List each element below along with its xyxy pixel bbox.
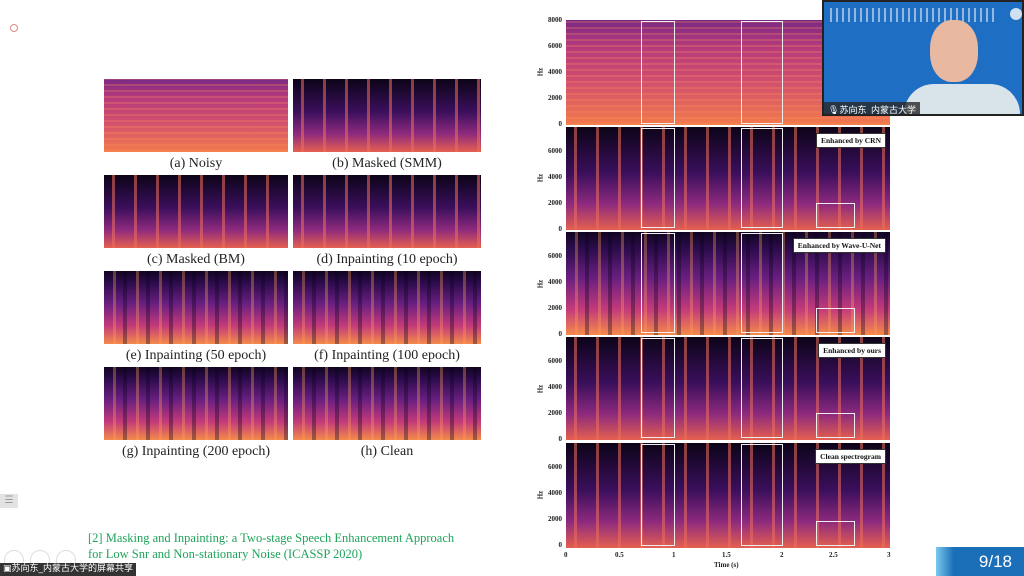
caption: (g) Inpainting (200 epoch) <box>121 444 271 459</box>
reference-line-1: [2] Masking and Inpainting: a Two-stage … <box>88 531 455 545</box>
y-tick: 4000 <box>548 489 562 497</box>
x-tick: 3 <box>887 551 891 559</box>
y-tick: 8000 <box>548 16 562 24</box>
reference-citation: [2] Masking and Inpainting: a Two-stage … <box>88 530 454 562</box>
y-tick: 2000 <box>548 199 562 207</box>
y-axis-label: Hz <box>536 67 545 77</box>
panel-label: Clean spectrogram <box>815 449 886 464</box>
top-left-indicator <box>10 24 18 32</box>
y-tick: 0 <box>558 225 563 233</box>
speaker-name-tag: 🎙苏向东_内蒙古大学 <box>824 102 920 116</box>
panel-label: Enhanced by CRN <box>815 133 886 148</box>
spectrogram-inpaint-100 <box>293 271 481 344</box>
panel-label: Enhanced by ours <box>818 343 886 358</box>
x-tick: 0.5 <box>615 551 624 559</box>
caption: (a) Noisy <box>169 156 223 171</box>
spectrogram-masked-bm <box>104 175 288 248</box>
y-axis-label: Hz <box>536 490 545 500</box>
y-tick: 4000 <box>548 278 562 286</box>
y-tick: 4000 <box>548 68 562 76</box>
spectrogram-masked-smm <box>293 79 481 152</box>
caption: (b) Masked (SMM) <box>332 156 442 171</box>
x-tick: 1.5 <box>722 551 731 559</box>
y-axis-label: Hz <box>536 279 545 289</box>
speaker-body <box>904 84 1020 114</box>
page-indicator: 9/18 <box>936 547 1024 576</box>
y-tick: 2000 <box>548 515 562 523</box>
caption: (e) Inpainting (50 epoch) <box>125 348 267 363</box>
y-tick: 4000 <box>548 383 562 391</box>
menu-button[interactable]: ☰ <box>0 494 18 508</box>
x-tick: 2.5 <box>829 551 838 559</box>
spectrogram-clean <box>293 367 481 440</box>
share-label: 苏向东_内蒙古大学的屏幕共享 <box>11 564 134 574</box>
y-tick: 6000 <box>548 252 562 260</box>
speaker-video[interactable]: 🎙苏向东_内蒙古大学 <box>822 0 1024 116</box>
y-tick: 6000 <box>548 147 562 155</box>
y-axis-label: Hz <box>536 173 545 183</box>
university-logo <box>1010 8 1022 20</box>
spectrogram-wave-u-net: Enhanced by Wave-U-Net <box>566 232 890 335</box>
caption: (h) Clean <box>360 444 414 459</box>
y-tick: 6000 <box>548 357 562 365</box>
caption: (d) Inpainting (10 epoch) <box>316 252 458 267</box>
spectrogram-crn: Enhanced by CRN <box>566 127 890 230</box>
y-tick: 0 <box>558 120 563 128</box>
y-tick: 0 <box>558 435 563 443</box>
microphone-icon: 🎙 <box>828 106 840 116</box>
speaker-name: 苏向东_内蒙古大学 <box>839 106 916 116</box>
spectrogram-inpaint-200 <box>104 367 288 440</box>
y-tick: 2000 <box>548 94 562 102</box>
spectrogram-inpaint-50 <box>104 271 288 344</box>
caption: (f) Inpainting (100 epoch) <box>314 348 460 363</box>
spectrogram-inpaint-10 <box>293 175 481 248</box>
panel-label: Enhanced by Wave-U-Net <box>792 238 886 253</box>
x-axis-label: Time (s) <box>714 561 739 569</box>
y-tick: 6000 <box>548 463 562 471</box>
y-tick: 6000 <box>548 42 562 50</box>
spectrogram-clean: Clean spectrogram <box>566 443 890 548</box>
x-tick: 1 <box>672 551 676 559</box>
video-banner-text <box>830 8 998 22</box>
y-tick: 0 <box>558 330 563 338</box>
screen-share-icon: ▣ <box>3 564 12 574</box>
speaker-head <box>930 20 978 82</box>
y-tick: 4000 <box>548 173 562 181</box>
caption: (c) Masked (BM) <box>147 252 245 267</box>
spectrogram-noisy <box>104 79 288 152</box>
y-axis-label: Hz <box>536 384 545 394</box>
spectrogram-ours: Enhanced by ours <box>566 337 890 440</box>
x-tick: 0 <box>564 551 568 559</box>
y-tick: 0 <box>558 541 563 549</box>
y-tick: 2000 <box>548 409 562 417</box>
reference-line-2: for Low Snr and Non-stationary Noise (IC… <box>88 547 363 561</box>
y-tick: 2000 <box>548 304 562 312</box>
screen-share-bar: ▣苏向东_内蒙古大学的屏幕共享 <box>0 563 137 576</box>
x-tick: 2 <box>780 551 784 559</box>
